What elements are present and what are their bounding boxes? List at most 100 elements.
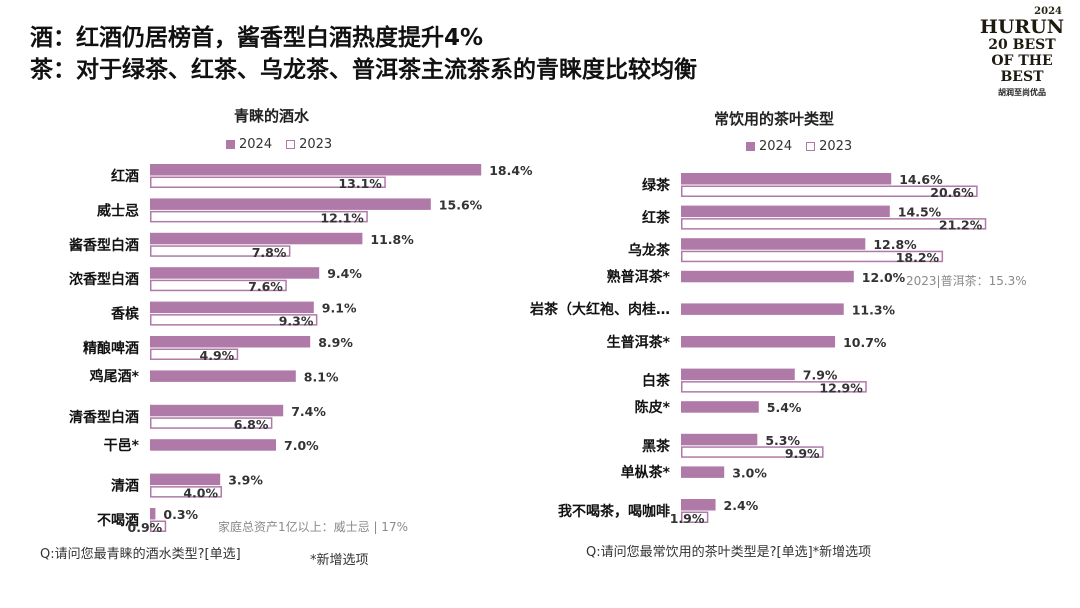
bar-2024 bbox=[681, 401, 759, 413]
bar-2024 bbox=[150, 370, 296, 382]
bar-2023 bbox=[150, 176, 386, 188]
value-label-2024: 5.4% bbox=[767, 400, 802, 415]
bar-2023 bbox=[150, 417, 273, 429]
bar-2024 bbox=[150, 439, 276, 451]
legend-label-2023: 2023 bbox=[819, 139, 853, 154]
bar-2024 bbox=[681, 205, 890, 218]
value-label-2024: 2.4% bbox=[724, 498, 759, 513]
category-label: 黑茶 bbox=[642, 438, 671, 455]
bar-2024 bbox=[681, 336, 836, 348]
value-label-2023: 12.1% bbox=[320, 210, 364, 225]
legend-label-2024: 2024 bbox=[239, 137, 273, 152]
category-label: 白茶 bbox=[642, 373, 671, 390]
bar-2023 bbox=[681, 511, 709, 523]
bar-2024 bbox=[150, 232, 363, 245]
bar-2023 bbox=[681, 185, 978, 197]
value-label-2023: 1.9% bbox=[670, 511, 705, 526]
category-label: 浓香型白酒 bbox=[69, 271, 139, 288]
bar-2024 bbox=[681, 303, 844, 315]
value-label-2023: 13.1% bbox=[338, 176, 382, 191]
tea-annotation: 2023|普洱茶：15.3% bbox=[906, 274, 1027, 288]
liquor-annotation: 家庭总资产1亿以上：威士忌 | 17% bbox=[218, 520, 408, 534]
legend-label-2024: 2024 bbox=[759, 139, 793, 154]
value-label-2023: 18.2% bbox=[896, 250, 940, 265]
value-label-2023: 12.9% bbox=[819, 381, 863, 396]
bar-2023 bbox=[681, 446, 824, 458]
bar-2024 bbox=[681, 433, 758, 446]
liquor-footnote: *新增选项 bbox=[310, 553, 369, 568]
category-label: 熟普洱茶* bbox=[607, 269, 671, 286]
category-label: 香槟 bbox=[110, 306, 139, 323]
value-label-2023: 7.8% bbox=[252, 245, 287, 260]
logo-mid: 20 BEST OF THE BEST bbox=[988, 37, 1056, 85]
value-label-2024: 14.5% bbox=[898, 205, 942, 220]
bar-2024 bbox=[681, 238, 866, 250]
value-label-2024: 7.4% bbox=[291, 404, 326, 419]
bar-2024 bbox=[150, 198, 431, 210]
logo-year: 2024 bbox=[1034, 6, 1062, 17]
liquor-question: Q:请问您最青睐的酒水类型?[单选] bbox=[40, 547, 241, 562]
legend-swatch-2023 bbox=[806, 142, 816, 151]
value-label-2024: 3.0% bbox=[732, 465, 767, 480]
hurun-best-of-the-best-logo: 2024 HURUN 20 BEST OF THE BEST 胡润至尚优品 bbox=[978, 6, 1066, 112]
category-label: 乌龙茶 bbox=[628, 242, 671, 259]
value-label-2024: 9.1% bbox=[322, 301, 357, 316]
value-label-2024: 8.1% bbox=[304, 369, 339, 384]
bar-2023 bbox=[150, 279, 287, 292]
bar-2023 bbox=[681, 218, 987, 230]
bar-2023 bbox=[150, 245, 291, 257]
category-label: 威士忌 bbox=[97, 202, 139, 219]
category-label: 清酒 bbox=[111, 478, 139, 495]
value-label-2023: 9.9% bbox=[785, 446, 820, 461]
page-title-line-1: 酒：红酒仍居榜首，酱香型白酒热度提升4% bbox=[30, 25, 484, 51]
bar-2023 bbox=[150, 520, 167, 532]
logo-brand: HURUN bbox=[979, 16, 1065, 38]
value-label-2024: 0.3% bbox=[163, 507, 198, 522]
bar-2024 bbox=[150, 164, 482, 176]
value-label-2024: 18.4% bbox=[489, 163, 533, 178]
value-label-2024: 9.4% bbox=[327, 266, 362, 281]
chart-title-tea: 常饮用的茶叶类型 bbox=[714, 110, 835, 128]
bar-2024 bbox=[681, 173, 892, 185]
bar-2024 bbox=[681, 368, 795, 381]
value-label-2024: 11.8% bbox=[370, 232, 414, 247]
category-label: 绿茶 bbox=[642, 177, 671, 194]
value-label-2024: 7.9% bbox=[803, 368, 838, 383]
bar-2024 bbox=[150, 508, 156, 520]
bar-2024 bbox=[150, 404, 284, 417]
legend-swatch-2023 bbox=[286, 140, 296, 149]
bar-2024 bbox=[150, 336, 311, 348]
value-label-2024: 10.7% bbox=[843, 335, 887, 350]
category-label: 鸡尾酒* bbox=[89, 368, 140, 385]
category-label: 岩茶（大红袍、肉桂… bbox=[529, 301, 670, 318]
value-label-2024: 5.3% bbox=[765, 433, 800, 448]
value-label-2024: 12.8% bbox=[873, 237, 917, 252]
value-label-2023: 4.0% bbox=[183, 486, 218, 501]
value-label-2024: 14.6% bbox=[899, 172, 943, 187]
bar-2023 bbox=[681, 250, 944, 263]
bar-2024 bbox=[681, 270, 854, 283]
value-label-2023: 9.3% bbox=[279, 314, 314, 329]
value-label-2024: 3.9% bbox=[228, 473, 263, 488]
value-label-2024: 8.9% bbox=[318, 335, 353, 350]
bar-2024 bbox=[681, 499, 716, 511]
value-label-2024: 15.6% bbox=[439, 197, 483, 212]
category-label: 生普洱茶* bbox=[607, 334, 671, 351]
category-label: 干邑* bbox=[104, 438, 140, 454]
value-label-2023: 0.9% bbox=[128, 520, 163, 535]
category-label: 红酒 bbox=[111, 168, 139, 185]
bar-2024 bbox=[681, 466, 725, 478]
value-label-2023: 21.2% bbox=[939, 218, 983, 233]
category-label: 红茶 bbox=[642, 210, 671, 227]
category-label: 陈皮* bbox=[635, 399, 671, 416]
legend-swatch-2024 bbox=[746, 142, 755, 151]
value-label-2023: 7.6% bbox=[248, 279, 283, 294]
category-label: 清香型白酒 bbox=[69, 409, 139, 426]
bar-2023 bbox=[150, 486, 222, 498]
bar-2024 bbox=[150, 267, 320, 279]
bar-2023 bbox=[150, 348, 239, 360]
category-label: 我不喝茶，喝咖啡 bbox=[558, 503, 670, 520]
logo-sub: 胡润至尚优品 bbox=[998, 88, 1046, 97]
bar-2023 bbox=[681, 381, 867, 393]
